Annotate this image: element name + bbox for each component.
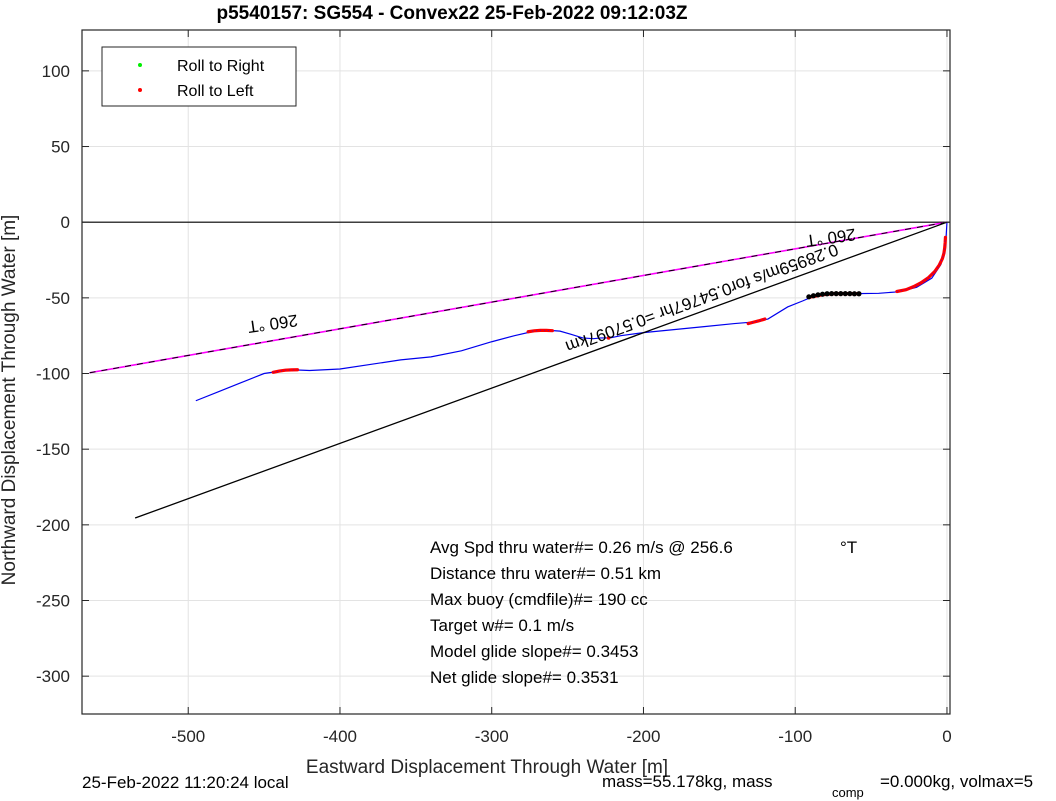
- legend-label-roll-right: Roll to Right: [177, 58, 265, 75]
- dense-data-point: [824, 291, 830, 297]
- x-tick-label: -200: [626, 727, 660, 746]
- y-tick-label: -50: [45, 289, 70, 308]
- roll-left-point: [606, 336, 611, 340]
- y-tick-label: -100: [36, 365, 70, 384]
- roll-left-segment-dots: [273, 369, 298, 373]
- x-tick-label: -400: [323, 727, 357, 746]
- stat-target-w: Target w#= 0.1 m/s: [430, 616, 574, 635]
- x-tick-label: 0: [942, 727, 951, 746]
- y-tick-label: 50: [51, 138, 70, 157]
- y-tick-label: -150: [36, 440, 70, 459]
- average-course-line: [134, 221, 948, 519]
- dense-data-point: [833, 291, 839, 297]
- stat-model-glide-slope: Model glide slope#= 0.3453: [430, 642, 638, 661]
- dense-data-point: [810, 293, 817, 299]
- dense-data-point: [806, 294, 812, 300]
- chart-title: p5540157: SG554 - Convex22 25-Feb-2022 0…: [216, 3, 687, 24]
- roll-left-segment-dots: [528, 329, 553, 333]
- grid-lines: [82, 30, 950, 714]
- y-tick-label: -200: [36, 516, 70, 535]
- stat-distance: Distance thru water#= 0.51 km: [430, 564, 661, 583]
- y-axis-label: Northward Displacement Through Water [m]: [0, 215, 20, 586]
- axes-box: [81, 29, 951, 715]
- y-tick-label: 100: [42, 62, 70, 81]
- footer-volmax: =0.000kg, volmax=5: [880, 772, 1033, 791]
- roll-left-segment: [895, 235, 948, 294]
- dense-data-point: [851, 291, 857, 297]
- dense-data-point: [842, 291, 848, 297]
- legend-marker-roll-right: [138, 63, 142, 67]
- legend-marker-roll-left: [138, 88, 142, 92]
- dense-data-point: [838, 291, 844, 297]
- stat-avg-speed: Avg Spd thru water#= 0.26 m/s @ 256.6: [430, 538, 733, 557]
- stat-max-buoy: Max buoy (cmdfile)#= 190 cc: [430, 590, 648, 609]
- dense-data-point: [815, 292, 821, 298]
- y-tick-label: 0: [61, 213, 70, 232]
- x-tick-label: -300: [475, 727, 509, 746]
- y-tick-label: -250: [36, 592, 70, 611]
- legend-label-roll-left: Roll to Left: [177, 83, 254, 100]
- y-axis-ticks: 100 50 0 -50 -100 -150 -200 -250 -300: [36, 62, 950, 686]
- heading-line-dash: [89, 221, 948, 374]
- x-tick-label: -100: [778, 727, 812, 746]
- dense-data-point: [829, 291, 835, 297]
- data-series: [89, 221, 948, 519]
- legend-box: [101, 46, 297, 107]
- y-tick-label: -300: [36, 667, 70, 686]
- roll-left-segment: [746, 317, 767, 326]
- dense-data-point: [819, 291, 826, 297]
- x-tick-label: -500: [171, 727, 205, 746]
- roll-left-segment-dots: [896, 237, 946, 292]
- stat-net-glide-slope: Net glide slope#= 0.3531: [430, 668, 619, 687]
- footer-local-time: 25-Feb-2022 11:20:24 local: [82, 773, 289, 792]
- stat-avg-speed-unit: °T: [840, 538, 857, 557]
- x-axis-ticks: -500 -400 -300 -200 -100 0: [171, 30, 952, 746]
- dense-data-point: [847, 291, 853, 297]
- x-axis-label: Eastward Displacement Through Water [m]: [306, 757, 668, 778]
- footer-mass: mass=55.178kg, mass: [602, 772, 773, 791]
- heading-annotation-left: 260 °T: [247, 311, 299, 337]
- legend: Roll to Right Roll to Left: [101, 46, 297, 107]
- dense-data-point: [856, 291, 862, 297]
- footer-mass-comp-sub: comp: [832, 785, 864, 800]
- stats-block: Avg Spd thru water#= 0.26 m/s @ 256.6 °T…: [430, 538, 857, 687]
